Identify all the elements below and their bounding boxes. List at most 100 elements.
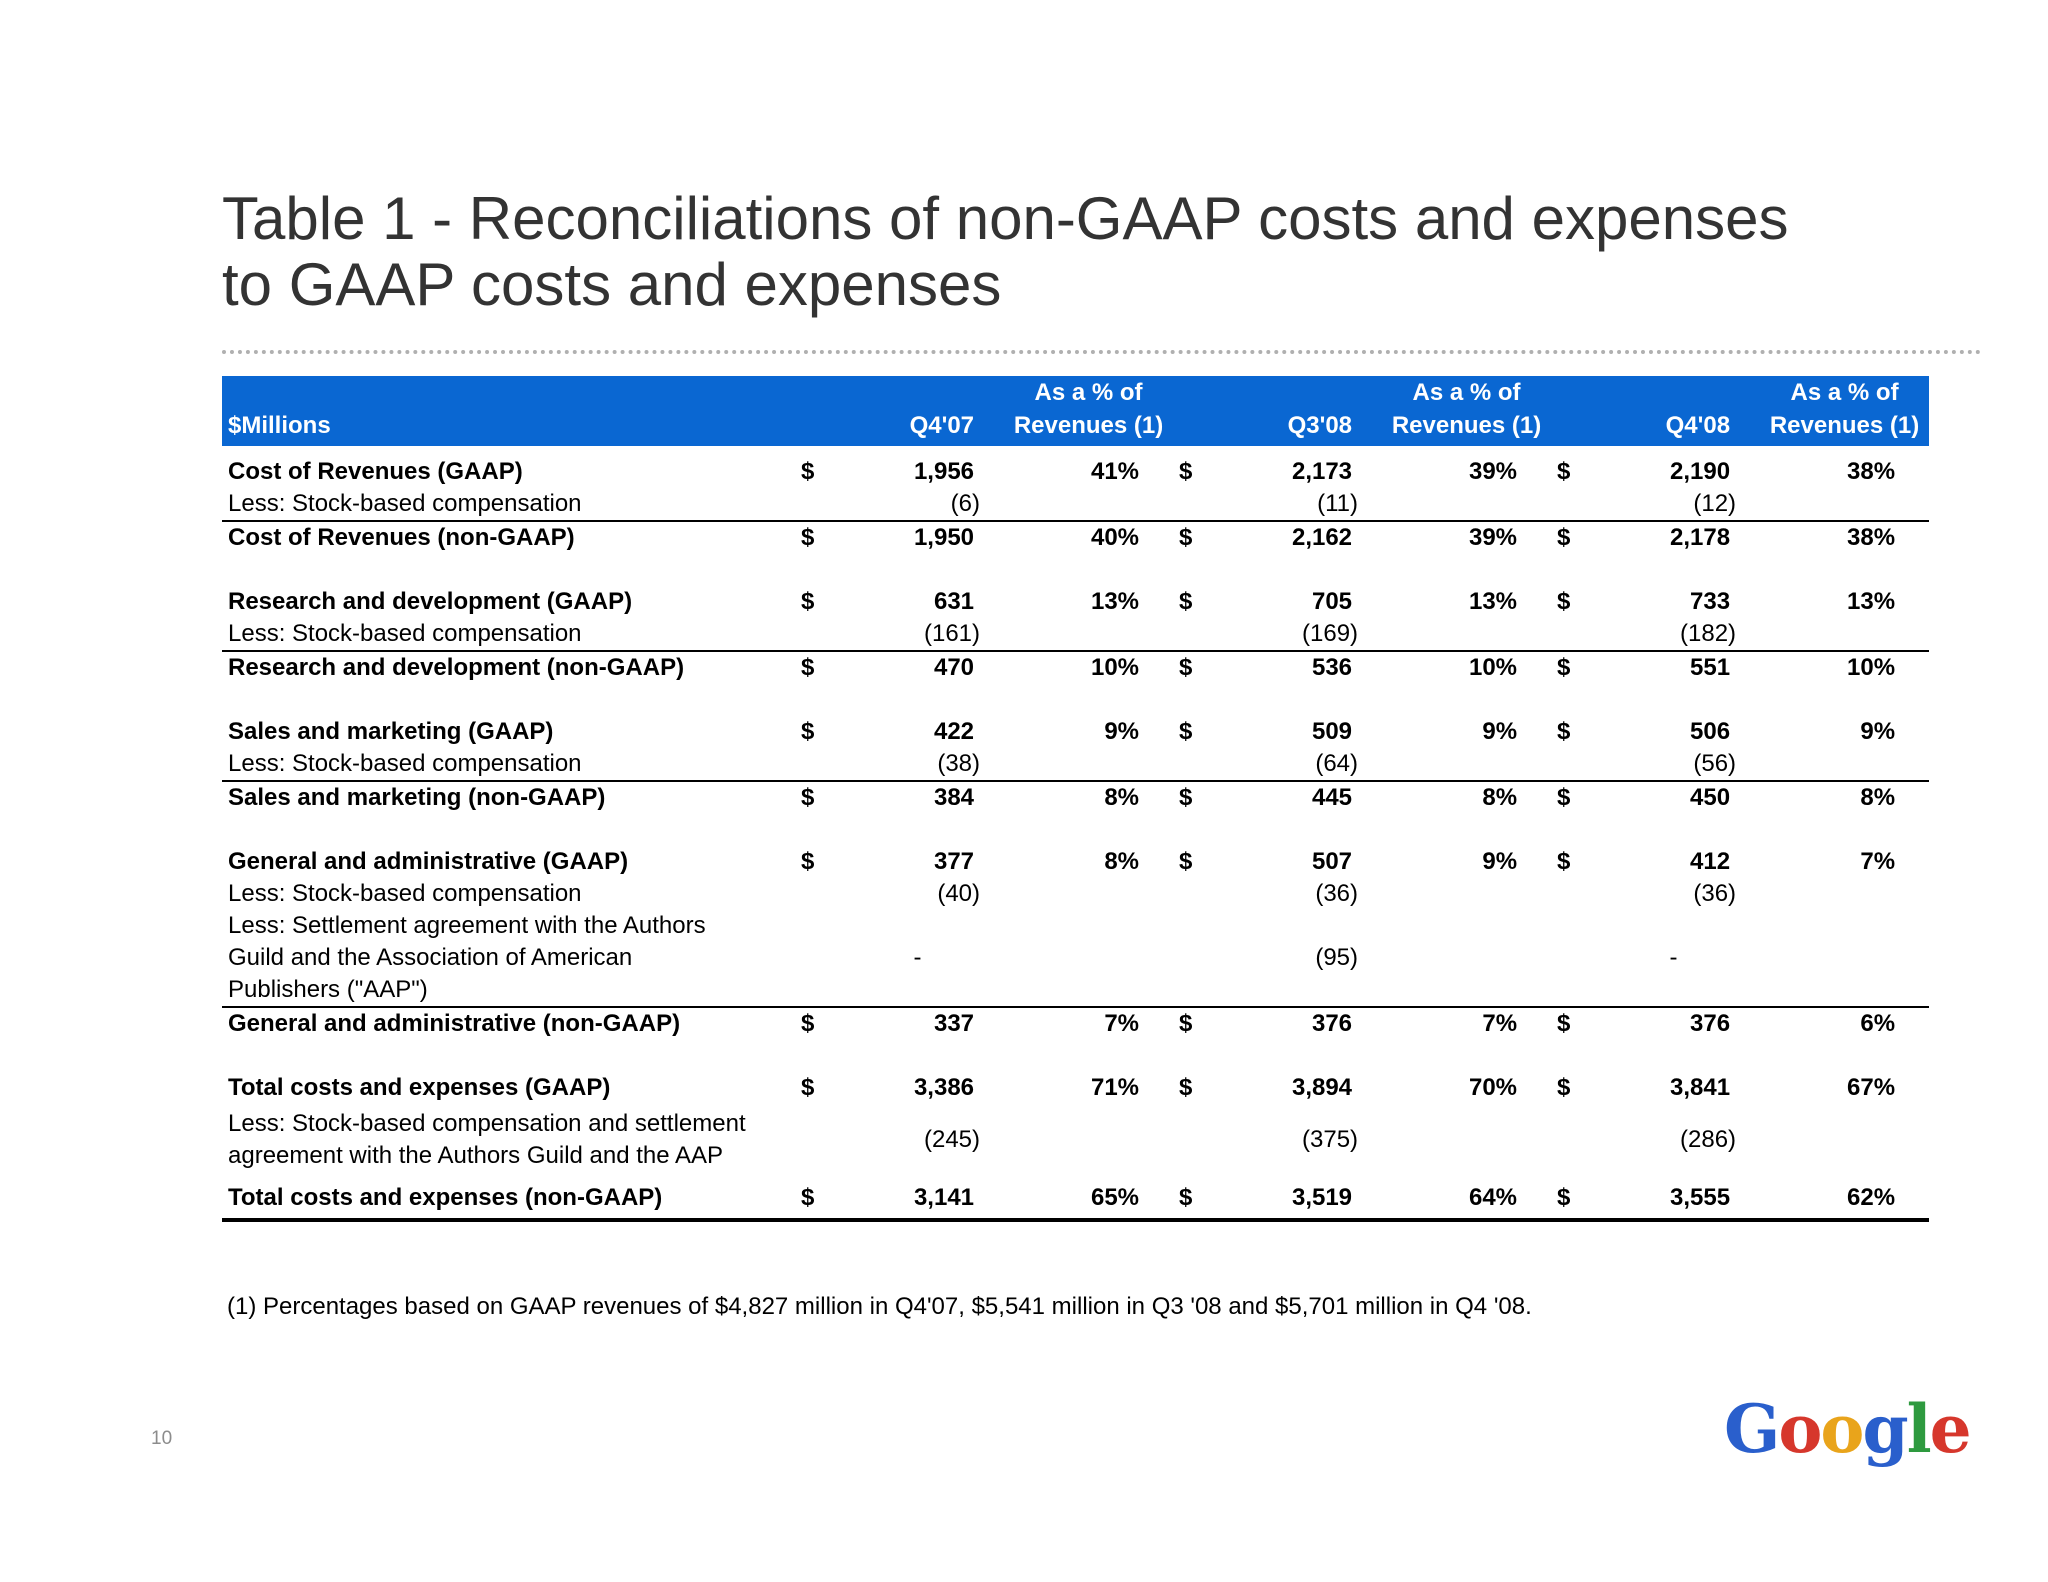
pct-q4-08: 62% [1736,1182,1930,1222]
value-q4-07: 422 [933,718,975,745]
header-pct-q3-08: As a % of Revenues (1) [1358,376,1552,446]
dollar-sign: $ [1173,520,1234,554]
pct-q3-08: 13% [1468,588,1518,615]
table-row: Cost of Revenues (non-GAAP) $ 1,950 40% … [222,520,1930,554]
dollar-sign: $ [795,780,855,814]
value-q3-08: (375) [1302,1126,1359,1153]
value-q4-08: (286) [1680,1126,1737,1153]
row-label: Total costs and expenses (non-GAAP) [222,1182,795,1222]
reconciliation-table: $Millions Q4'07 As a % of Revenues (1) Q… [222,376,1930,1222]
dollar-sign: $ [1557,588,1571,615]
header-pct-line2: Revenues (1) [1391,412,1542,439]
value-q4-07: 3,386 [913,1074,975,1101]
value-q4-08: (36) [1693,880,1737,907]
value-q4-08: 412 [1690,848,1731,875]
dollar-sign: $ [1179,588,1193,615]
table-row: Less: Stock-based compensation (38) (64)… [222,748,1929,781]
pct-q3-08: 39% [1358,520,1552,554]
google-logo: Google [1724,1390,1972,1468]
header-pct-q4-07: As a % of Revenues (1) [980,376,1174,446]
table-row: Less: Settlement agreement with the Auth… [222,910,1929,1007]
value-q4-07: - [913,944,922,971]
dollar-sign: $ [1557,1074,1571,1101]
row-label: Less: Stock-based compensation [228,880,582,907]
pct-q4-07: 71% [1090,1074,1140,1101]
value-q4-07: (40) [937,880,981,907]
value-q4-07: (6) [950,490,981,517]
header-pct-line1: As a % of [1412,379,1521,406]
table-row: Less: Stock-based compensation (6) (11) … [222,488,1929,521]
pct-q4-07: 41% [1090,458,1140,485]
logo-letter: G [1724,1390,1780,1468]
row-label: Cost of Revenues (GAAP) [228,458,523,485]
value-q4-07: 3,141 [855,1182,981,1222]
row-label-line: Less: Settlement agreement with the Auth… [228,912,706,939]
row-label: Sales and marketing (GAAP) [228,718,554,745]
table-row: Less: Stock-based compensation (40) (36)… [222,878,1929,910]
value-q4-07: (161) [923,620,981,647]
pct-q4-07: 8% [1104,848,1140,875]
pct-q3-08: 10% [1358,650,1552,684]
row-label: Less: Stock-based compensation [228,620,582,647]
row-label-line: Guild and the Association of American [228,944,633,971]
row-label-line: agreement with the Authors Guild and the… [228,1142,723,1169]
value-q3-08: 509 [1311,718,1353,745]
header-q4-08: Q4'08 [1551,376,1737,446]
dollar-sign: $ [801,718,815,745]
value-q4-08: 450 [1611,780,1737,814]
table-row: General and administrative (non-GAAP) $ … [222,1006,1930,1040]
dollar-sign: $ [801,588,815,615]
header-q4-07: Q4'07 [795,376,981,446]
pct-q4-07: 10% [980,650,1174,684]
dollar-sign: $ [795,650,855,684]
pct-q4-08: 38% [1847,458,1896,485]
dollar-sign: $ [1551,1006,1612,1040]
value-q4-07: 1,950 [855,520,981,554]
value-q3-08: 376 [1233,1006,1359,1040]
pct-q3-08: 64% [1358,1182,1552,1222]
dollar-sign: $ [1173,1182,1234,1222]
header-pct-line1: As a % of [1034,379,1143,406]
page-title: Table 1 - Reconciliations of non-GAAP co… [222,186,1982,318]
row-label: Sales and marketing (non-GAAP) [222,780,795,814]
row-label: Research and development (GAAP) [228,588,633,615]
row-label: Less: Stock-based compensation and settl… [222,1104,795,1182]
row-label: Less: Stock-based compensation [228,750,582,777]
value-q4-07: 337 [855,1006,981,1040]
table-row: Research and development (GAAP) $ 631 13… [222,586,1929,618]
dollar-sign: $ [795,1006,855,1040]
value-q3-08: (169) [1302,620,1359,647]
value-q3-08: (95) [1315,944,1359,971]
row-label: Less: Stock-based compensation [228,490,582,517]
logo-letter: l [1906,1390,1932,1468]
title-line-1: Table 1 - Reconciliations of non-GAAP co… [222,185,1789,252]
title-line-2: to GAAP costs and expenses [222,251,1002,318]
pct-q3-08: 70% [1468,1074,1518,1101]
dollar-sign: $ [1557,458,1571,485]
pct-q4-07: 65% [980,1182,1174,1222]
value-q4-08: 2,178 [1611,520,1737,554]
value-q4-07: (245) [923,1126,981,1153]
value-q4-08: 376 [1611,1006,1737,1040]
pct-q4-08: 67% [1847,1074,1896,1101]
value-q3-08: 3,519 [1233,1182,1359,1222]
row-label: Research and development (non-GAAP) [222,650,795,684]
value-q3-08: 2,162 [1233,520,1359,554]
spacer-row [222,814,1929,846]
value-q4-08: (182) [1680,620,1737,647]
value-q4-08: (12) [1693,490,1737,517]
pct-q3-08: 9% [1482,848,1518,875]
pct-q4-07: 13% [1090,588,1140,615]
table-row: Sales and marketing (non-GAAP) $ 384 8% … [222,780,1930,814]
value-q4-07: 377 [933,848,975,875]
value-q3-08: 507 [1311,848,1353,875]
row-label: General and administrative (non-GAAP) [222,1006,795,1040]
value-q4-07: 1,956 [913,458,975,485]
header-pct-line2: Revenues (1) [1769,412,1920,439]
pct-q3-08: 7% [1358,1006,1552,1040]
value-q3-08: (11) [1317,490,1359,517]
pct-q4-08: 8% [1736,780,1930,814]
page-number: 10 [151,1428,173,1449]
dollar-sign: $ [1179,458,1193,485]
spacer-row [222,1040,1929,1072]
